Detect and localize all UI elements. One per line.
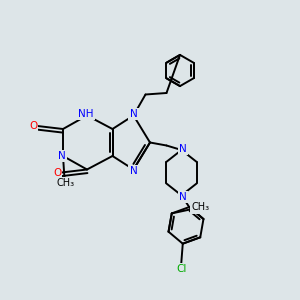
Text: N: N bbox=[179, 143, 187, 154]
Text: NH: NH bbox=[78, 109, 93, 119]
Text: N: N bbox=[58, 151, 65, 161]
Text: N: N bbox=[130, 166, 137, 176]
Text: N: N bbox=[179, 192, 187, 202]
Text: Cl: Cl bbox=[176, 264, 187, 274]
Text: O: O bbox=[29, 121, 37, 131]
Text: CH₃: CH₃ bbox=[191, 202, 209, 212]
Text: CH₃: CH₃ bbox=[57, 178, 75, 188]
Text: O: O bbox=[53, 167, 61, 178]
Text: N: N bbox=[130, 109, 137, 119]
